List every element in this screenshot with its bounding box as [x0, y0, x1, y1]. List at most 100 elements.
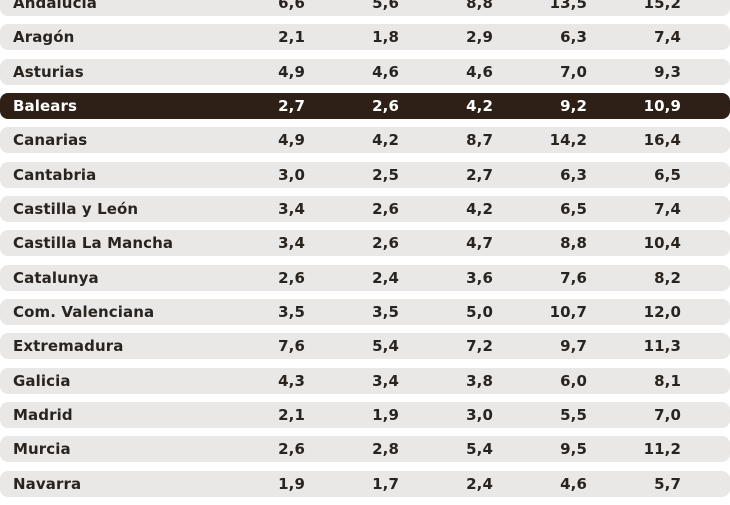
value-cell: 7,0 — [560, 62, 587, 81]
value-cell: 6,3 — [560, 165, 587, 184]
region-name-cell: Balears — [13, 97, 78, 116]
value-cell: 5,5 — [560, 406, 587, 425]
value-cell: 4,2 — [466, 200, 493, 219]
value-cell: 1,9 — [278, 474, 305, 493]
table-row: Canarias 4,9 4,2 8,7 14,2 16,4 — [0, 127, 730, 154]
value-cell: 3,4 — [372, 371, 399, 390]
region-name-cell: Madrid — [13, 406, 73, 425]
value-cell: 4,2 — [466, 97, 493, 116]
table-row: Castilla y León 3,4 2,6 4,2 6,5 7,4 — [0, 196, 730, 223]
region-name-cell: Asturias — [13, 62, 84, 81]
value-cell: 10,9 — [643, 97, 681, 116]
value-cell: 15,2 — [643, 0, 681, 12]
value-cell: 10,7 — [549, 303, 587, 322]
value-cell: 6,5 — [654, 165, 681, 184]
value-cell: 2,1 — [278, 28, 305, 47]
value-cell: 1,9 — [372, 406, 399, 425]
value-cell: 2,4 — [372, 268, 399, 287]
table-row: Castilla La Mancha 3,4 2,6 4,7 8,8 10,4 — [0, 230, 730, 257]
value-cell: 2,9 — [466, 28, 493, 47]
value-cell: 5,4 — [466, 440, 493, 459]
value-cell: 4,6 — [560, 474, 587, 493]
value-cell: 6,0 — [560, 371, 587, 390]
value-cell: 6,3 — [560, 28, 587, 47]
region-name-cell: Castilla La Mancha — [13, 234, 174, 253]
value-cell: 5,0 — [466, 303, 493, 322]
region-name-cell: Aragón — [13, 28, 75, 47]
region-name-cell: Navarra — [13, 474, 82, 493]
value-cell: 4,7 — [466, 234, 493, 253]
value-cell: 9,7 — [560, 337, 587, 356]
region-name-cell: Catalunya — [13, 268, 99, 287]
value-cell: 8,8 — [466, 0, 493, 12]
value-cell: 8,7 — [466, 131, 493, 150]
value-cell: 3,0 — [466, 406, 493, 425]
value-cell: 5,6 — [372, 0, 399, 12]
table-row: Navarra 1,9 1,7 2,4 4,6 5,7 — [0, 470, 730, 497]
value-cell: 1,8 — [372, 28, 399, 47]
value-cell: 3,4 — [278, 234, 305, 253]
value-cell: 4,9 — [278, 131, 305, 150]
value-cell: 7,4 — [654, 200, 681, 219]
value-cell: 2,7 — [466, 165, 493, 184]
table-row: Murcia 2,6 2,8 5,4 9,5 11,2 — [0, 436, 730, 463]
value-cell: 2,6 — [278, 268, 305, 287]
value-cell: 3,5 — [372, 303, 399, 322]
value-cell: 7,0 — [654, 406, 681, 425]
value-cell: 9,3 — [654, 62, 681, 81]
region-name-cell: Extremadura — [13, 337, 124, 356]
region-name-cell: Com. Valenciana — [13, 303, 155, 322]
value-cell: 3,8 — [466, 371, 493, 390]
table-row: Asturias 4,9 4,6 4,6 7,0 9,3 — [0, 58, 730, 85]
value-cell: 7,6 — [560, 268, 587, 287]
value-cell: 14,2 — [549, 131, 587, 150]
table-row-highlighted: Balears 2,7 2,6 4,2 9,2 10,9 — [0, 93, 730, 120]
value-cell: 4,3 — [278, 371, 305, 390]
value-cell: 3,6 — [466, 268, 493, 287]
value-cell: 3,4 — [278, 200, 305, 219]
value-cell: 6,6 — [278, 0, 305, 12]
value-cell: 2,5 — [372, 165, 399, 184]
table-row: Catalunya 2,6 2,4 3,6 7,6 8,2 — [0, 264, 730, 291]
value-cell: 6,5 — [560, 200, 587, 219]
value-cell: 7,4 — [654, 28, 681, 47]
value-cell: 3,5 — [278, 303, 305, 322]
value-cell: 4,6 — [372, 62, 399, 81]
table-row: Galicia 4,3 3,4 3,8 6,0 8,1 — [0, 367, 730, 394]
table-row: Cantabria 3,0 2,5 2,7 6,3 6,5 — [0, 161, 730, 188]
value-cell: 13,5 — [549, 0, 587, 12]
value-cell: 11,3 — [643, 337, 681, 356]
region-name-cell: Murcia — [13, 440, 71, 459]
value-cell: 11,2 — [643, 440, 681, 459]
region-name-cell: Galicia — [13, 371, 71, 390]
value-cell: 4,9 — [278, 62, 305, 81]
value-cell: 2,7 — [278, 97, 305, 116]
table-row: Madrid 2,1 1,9 3,0 5,5 7,0 — [0, 402, 730, 429]
value-cell: 4,6 — [466, 62, 493, 81]
value-cell: 9,5 — [560, 440, 587, 459]
value-cell: 8,1 — [654, 371, 681, 390]
value-cell: 5,7 — [654, 474, 681, 493]
value-cell: 5,4 — [372, 337, 399, 356]
value-cell: 2,6 — [372, 234, 399, 253]
value-cell: 2,4 — [466, 474, 493, 493]
value-cell: 16,4 — [643, 131, 681, 150]
value-cell: 7,6 — [278, 337, 305, 356]
value-cell: 2,6 — [278, 440, 305, 459]
table-row: Andalucía 6,6 5,6 8,8 13,5 15,2 — [0, 0, 730, 16]
value-cell: 10,4 — [643, 234, 681, 253]
table-row: Com. Valenciana 3,5 3,5 5,0 10,7 12,0 — [0, 299, 730, 326]
value-cell: 8,2 — [654, 268, 681, 287]
value-cell: 3,0 — [278, 165, 305, 184]
table-row: Extremadura 7,6 5,4 7,2 9,7 11,3 — [0, 333, 730, 360]
region-name-cell: Andalucía — [13, 0, 98, 12]
value-cell: 7,2 — [466, 337, 493, 356]
value-cell: 12,0 — [643, 303, 681, 322]
value-cell: 2,6 — [372, 97, 399, 116]
value-cell: 9,2 — [560, 97, 587, 116]
value-cell: 1,7 — [372, 474, 399, 493]
region-name-cell: Canarias — [13, 131, 88, 150]
table-row: Aragón 2,1 1,8 2,9 6,3 7,4 — [0, 24, 730, 51]
value-cell: 2,6 — [372, 200, 399, 219]
